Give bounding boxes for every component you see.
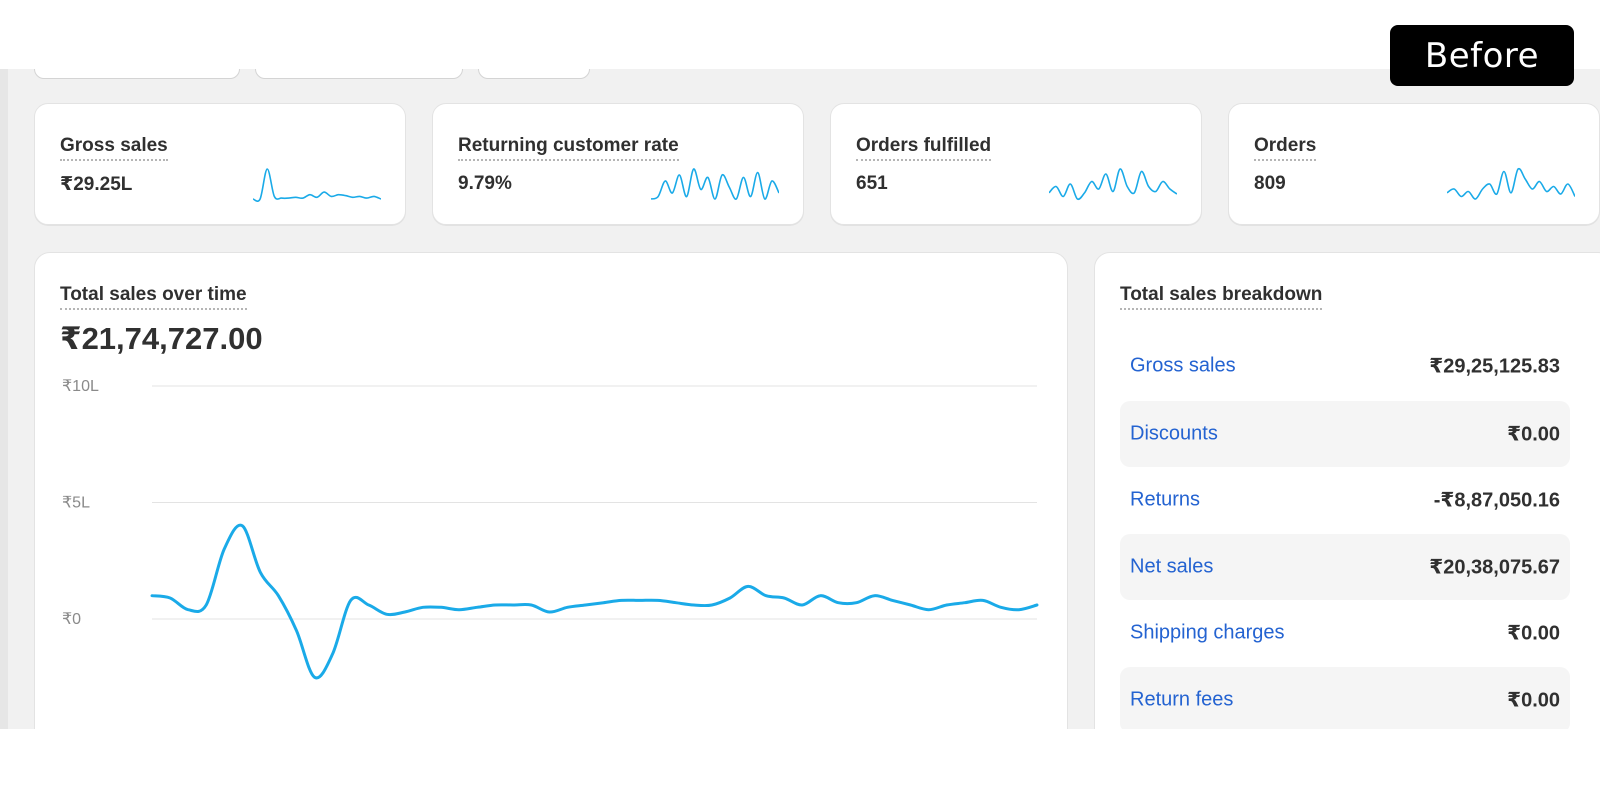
y-tick-label: ₹5L (62, 495, 90, 512)
kpi-value: ₹29.25L (60, 174, 133, 195)
breakdown-row-returns: Returns -₹8,87,050.16 (1120, 467, 1570, 533)
sales-line-chart[interactable]: ₹0 ₹5L ₹10L (35, 353, 1069, 713)
row-label-link[interactable]: Discounts (1130, 422, 1218, 445)
row-value: ₹0.00 (1507, 423, 1560, 446)
row-label-link[interactable]: Net sales (1130, 555, 1214, 578)
row-value: ₹0.00 (1507, 622, 1560, 645)
kpi-value: 9.79% (458, 173, 512, 194)
row-value: ₹0.00 (1507, 689, 1560, 712)
kpi-label[interactable]: Gross sales (60, 135, 168, 161)
card-title[interactable]: Total sales over time (60, 284, 247, 310)
breakdown-row-shipping-charges: Shipping charges ₹0.00 (1120, 600, 1570, 666)
currency-filter[interactable] (478, 69, 590, 79)
kpi-label[interactable]: Orders (1254, 135, 1317, 161)
comparison-filter[interactable] (255, 69, 463, 79)
sparkline (253, 168, 381, 202)
kpi-card-returning-customer-rate[interactable]: Returning customer rate 9.79% (432, 103, 804, 225)
row-value: ₹29,25,125.83 (1429, 355, 1560, 378)
sparkline-path (1447, 167, 1575, 200)
date-range-filter[interactable] (34, 69, 240, 79)
total-sales-value: ₹21,74,727.00 (60, 321, 263, 356)
series-line (150, 523, 1039, 680)
breakdown-row-return-fees: Return fees ₹0.00 (1120, 667, 1570, 729)
sparkline (1049, 168, 1177, 201)
row-label-link[interactable]: Returns (1130, 488, 1201, 511)
row-label-link[interactable]: Shipping charges (1130, 621, 1285, 644)
total-sales-breakdown-card: Total sales breakdown Gross sales ₹29,25… (1094, 252, 1600, 729)
breakdown-row-net-sales: Net sales ₹20,38,075.67 (1120, 534, 1570, 600)
breakdown-row-gross-sales: Gross sales ₹29,25,125.83 (1120, 333, 1570, 399)
kpi-card-orders[interactable]: Orders 809 (1228, 103, 1600, 225)
breakdown-row-discounts: Discounts ₹0.00 (1120, 401, 1570, 467)
row-label-link[interactable]: Return fees (1130, 688, 1234, 711)
sparkline-path (1049, 168, 1177, 201)
row-value: ₹20,38,075.67 (1429, 556, 1560, 579)
kpi-value: 809 (1254, 173, 1286, 194)
kpi-label[interactable]: Returning customer rate (458, 135, 679, 161)
analytics-dashboard: Gross sales ₹29.25L Returning customer r… (0, 69, 1600, 729)
left-edge (0, 69, 8, 729)
sparkline (1447, 167, 1575, 200)
y-tick-label: ₹10L (62, 378, 99, 395)
before-badge: Before (1390, 25, 1574, 86)
row-label-link[interactable]: Gross sales (1130, 354, 1236, 377)
sparkline-path (651, 168, 779, 200)
sparkline (651, 168, 779, 200)
kpi-label[interactable]: Orders fulfilled (856, 135, 992, 161)
kpi-card-orders-fulfilled[interactable]: Orders fulfilled 651 (830, 103, 1202, 225)
kpi-value: 651 (856, 173, 888, 194)
y-tick-label: ₹0 (62, 611, 81, 628)
row-value: -₹8,87,050.16 (1433, 489, 1560, 512)
sparkline-path (253, 168, 381, 202)
kpi-card-gross-sales[interactable]: Gross sales ₹29.25L (34, 103, 406, 225)
card-title[interactable]: Total sales breakdown (1120, 284, 1323, 310)
total-sales-over-time-card: Total sales over time ₹21,74,727.00 ₹0 ₹5… (34, 252, 1068, 729)
